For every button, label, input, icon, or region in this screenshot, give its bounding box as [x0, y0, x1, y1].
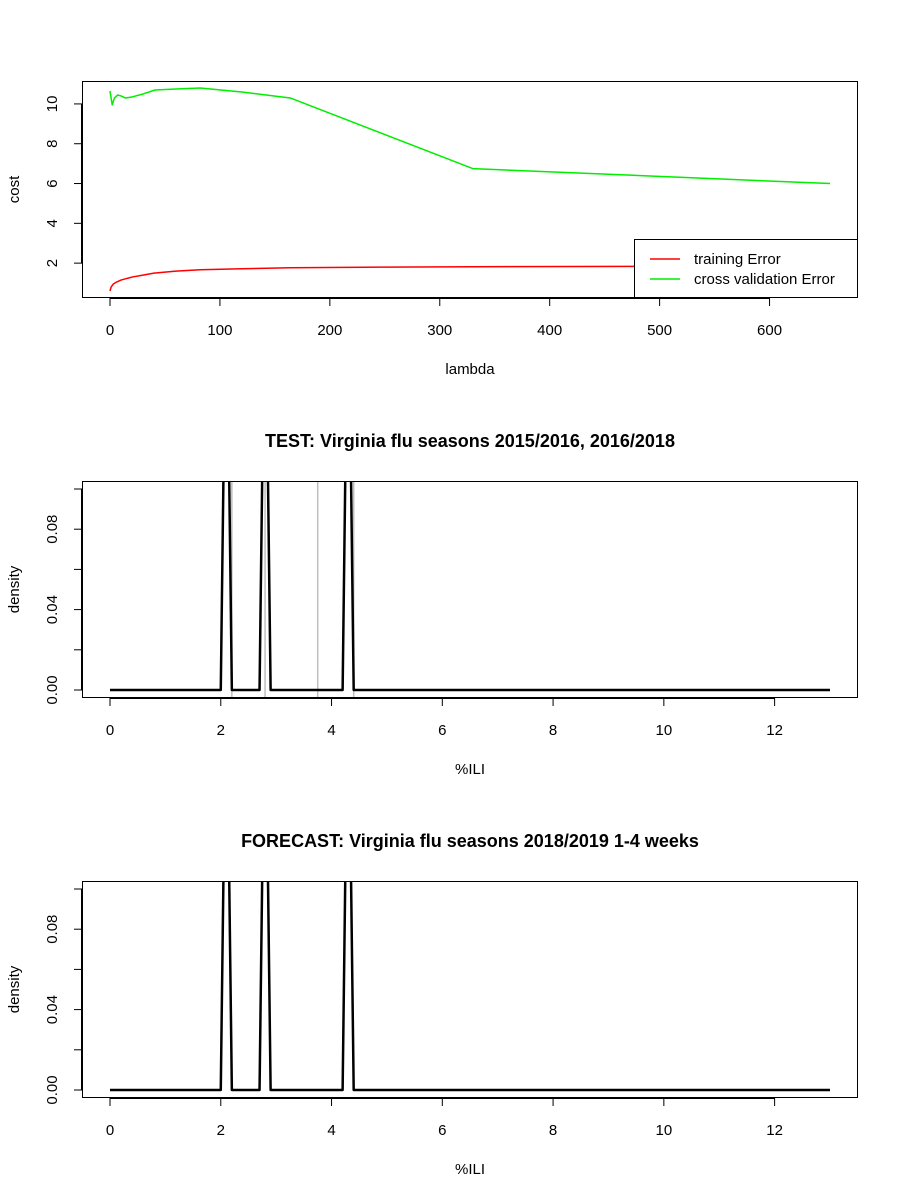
- x-tick-label: 10: [656, 1122, 673, 1139]
- x-tick-label: 12: [766, 1122, 783, 1139]
- plot-frame: [82, 881, 858, 1098]
- y-tick-label: 0.04: [44, 595, 61, 624]
- x-tick-label: 8: [549, 1122, 557, 1139]
- y-tick-label: 0.00: [44, 1075, 61, 1104]
- plot-area: [110, 881, 830, 1092]
- plot-frame: [82, 81, 858, 298]
- x-tick-label: 0: [106, 322, 114, 339]
- y-tick-label: 2: [44, 259, 61, 267]
- x-tick-label: 600: [757, 322, 782, 339]
- x-tick-label: 300: [427, 322, 452, 339]
- y-tick-label: 4: [44, 219, 61, 227]
- x-tick-label: 500: [647, 322, 672, 339]
- plot-frame: [82, 481, 858, 698]
- plot-area: [110, 481, 830, 698]
- x-axis-title: %ILI: [455, 761, 485, 778]
- x-tick-label: 6: [438, 1122, 446, 1139]
- x-axis-title: %ILI: [455, 1161, 485, 1178]
- legend-box: [634, 239, 858, 298]
- chart-panel-3: FORECAST: Virginia flu seasons 2018/2019…: [6, 831, 858, 1178]
- x-tick-label: 0: [106, 1122, 114, 1139]
- series-line-2: [109, 87, 831, 185]
- x-tick-label: 0: [106, 722, 114, 739]
- x-tick-label: 10: [656, 722, 673, 739]
- y-axis-title: density: [6, 965, 23, 1013]
- y-tick-label: 0.04: [44, 995, 61, 1024]
- x-tick-label: 6: [438, 722, 446, 739]
- y-axis-title: density: [6, 565, 23, 613]
- x-axis-title: lambda: [445, 361, 495, 378]
- legend-label: training Error: [694, 251, 781, 268]
- chart-legend: training Error cross validation Error: [634, 239, 858, 298]
- y-tick-label: 0.08: [44, 515, 61, 544]
- series-line-1: [110, 481, 830, 692]
- x-tick-label: 100: [207, 322, 232, 339]
- chart-panel-2: TEST: Virginia flu seasons 2015/2016, 20…: [6, 431, 858, 778]
- x-tick-label: 400: [537, 322, 562, 339]
- y-axis-title: cost: [6, 175, 23, 203]
- y-tick-label: 0.08: [44, 915, 61, 944]
- series-line-1: [110, 881, 830, 1092]
- chart-panel-1: 0 100 200 300 400 500 600 2 4 6 8 10 lambda cost train…: [6, 81, 858, 378]
- y-tick-label: 10: [44, 96, 61, 113]
- chart-title: FORECAST: Virginia flu seasons 2018/2019…: [241, 831, 699, 851]
- x-tick-label: 4: [327, 722, 335, 739]
- plot-area: [109, 87, 831, 292]
- series-line-1: [109, 265, 831, 292]
- y-tick-label: 6: [44, 179, 61, 187]
- y-tick-label: 8: [44, 140, 61, 148]
- chart-title: TEST: Virginia flu seasons 2015/2016, 20…: [265, 431, 675, 451]
- legend-label: cross validation Error: [694, 271, 835, 288]
- y-tick-label: 0.00: [44, 675, 61, 704]
- x-tick-label: 8: [549, 722, 557, 739]
- x-tick-label: 2: [217, 722, 225, 739]
- x-tick-label: 12: [766, 722, 783, 739]
- x-tick-label: 200: [317, 322, 342, 339]
- x-tick-label: 2: [217, 1122, 225, 1139]
- x-tick-label: 4: [327, 1122, 335, 1139]
